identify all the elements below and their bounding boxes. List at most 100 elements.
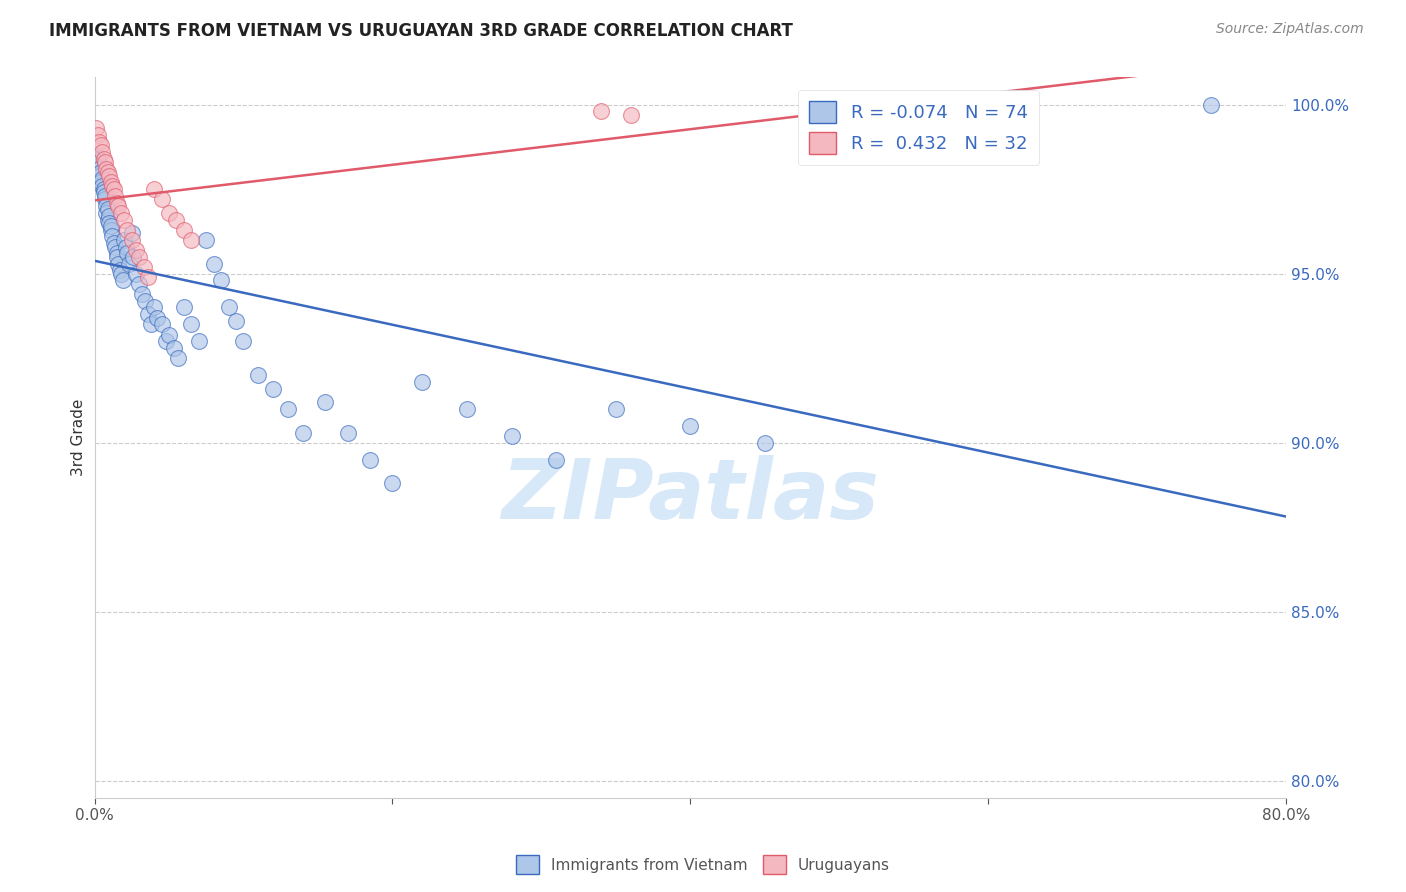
Point — [103, 236, 125, 251]
Point — [166, 212, 188, 227]
Point — [96, 161, 118, 176]
Text: Source: ZipAtlas.com: Source: ZipAtlas.com — [1216, 22, 1364, 37]
Point — [150, 192, 173, 206]
Point — [381, 476, 404, 491]
Point — [87, 161, 110, 176]
Point — [115, 239, 138, 253]
Point — [128, 250, 150, 264]
Point — [134, 293, 156, 308]
Point — [96, 206, 118, 220]
Point — [98, 169, 121, 183]
Point — [314, 395, 336, 409]
Legend: Immigrants from Vietnam, Uruguayans: Immigrants from Vietnam, Uruguayans — [510, 849, 896, 880]
Point — [155, 334, 177, 349]
Point — [143, 182, 166, 196]
Point — [136, 307, 159, 321]
Point — [105, 195, 128, 210]
Point — [101, 229, 124, 244]
Point — [98, 216, 121, 230]
Point — [100, 222, 122, 236]
Text: ZIPatlas: ZIPatlas — [502, 455, 879, 536]
Point — [104, 239, 127, 253]
Legend: R = -0.074   N = 74, R =  0.432   N = 32: R = -0.074 N = 74, R = 0.432 N = 32 — [799, 90, 1039, 165]
Point — [232, 334, 254, 349]
Point — [187, 334, 209, 349]
Point — [110, 267, 132, 281]
Text: IMMIGRANTS FROM VIETNAM VS URUGUAYAN 3RD GRADE CORRELATION CHART: IMMIGRANTS FROM VIETNAM VS URUGUAYAN 3RD… — [49, 22, 793, 40]
Point — [110, 206, 132, 220]
Point — [97, 212, 120, 227]
Point — [84, 121, 107, 136]
Point — [218, 301, 240, 315]
Point — [277, 402, 299, 417]
Point — [112, 233, 135, 247]
Point — [108, 263, 131, 277]
Point — [1201, 97, 1223, 112]
Point — [501, 429, 523, 443]
Y-axis label: 3rd Grade: 3rd Grade — [72, 399, 86, 476]
Point — [141, 318, 163, 332]
Point — [157, 206, 180, 220]
Point — [94, 192, 117, 206]
Point — [128, 277, 150, 291]
Point — [90, 165, 112, 179]
Point — [180, 233, 202, 247]
Point — [605, 402, 627, 417]
Point — [125, 243, 148, 257]
Point — [94, 155, 117, 169]
Point — [87, 169, 110, 183]
Point — [195, 233, 218, 247]
Point — [100, 219, 122, 234]
Point — [620, 108, 643, 122]
Point — [93, 182, 115, 196]
Point — [122, 250, 145, 264]
Point — [111, 273, 134, 287]
Point — [86, 128, 108, 142]
Point — [84, 148, 107, 162]
Point — [167, 351, 190, 366]
Point — [91, 172, 114, 186]
Point — [173, 301, 195, 315]
Point — [107, 199, 129, 213]
Point — [93, 152, 115, 166]
Point — [456, 402, 478, 417]
Point — [117, 222, 139, 236]
Point — [117, 246, 139, 260]
Point — [93, 186, 115, 200]
Point — [121, 226, 143, 240]
Point — [100, 175, 122, 189]
Point — [98, 209, 121, 223]
Point — [103, 182, 125, 196]
Point — [90, 138, 112, 153]
Point — [150, 318, 173, 332]
Point — [336, 425, 359, 440]
Point — [118, 256, 141, 270]
Point — [91, 178, 114, 193]
Point — [105, 246, 128, 260]
Point — [679, 418, 702, 433]
Point — [96, 199, 118, 213]
Point — [225, 314, 247, 328]
Point — [86, 155, 108, 169]
Point — [104, 189, 127, 203]
Point — [146, 310, 169, 325]
Point — [136, 270, 159, 285]
Point — [162, 341, 184, 355]
Point — [97, 165, 120, 179]
Point — [125, 267, 148, 281]
Point — [112, 212, 135, 227]
Point — [292, 425, 315, 440]
Point — [90, 175, 112, 189]
Point — [87, 135, 110, 149]
Point — [589, 104, 612, 119]
Point — [86, 152, 108, 166]
Point — [131, 287, 153, 301]
Point — [173, 222, 195, 236]
Point — [754, 435, 776, 450]
Point — [101, 178, 124, 193]
Point — [359, 452, 381, 467]
Point — [411, 375, 433, 389]
Point — [132, 260, 155, 274]
Point — [121, 233, 143, 247]
Point — [143, 301, 166, 315]
